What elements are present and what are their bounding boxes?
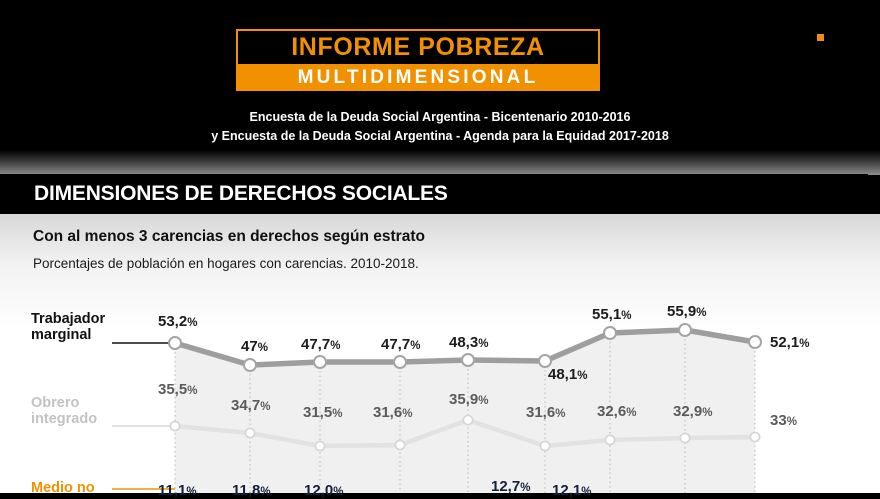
series-label-medio-line1: Medio no xyxy=(31,480,95,496)
series-label-trabajador: Trabajador marginal xyxy=(31,311,105,343)
section-header-bar: DIMENSIONES DE DERECHOS SOCIALES xyxy=(0,174,868,214)
value-label-trabajador-1: 47% xyxy=(241,338,268,355)
hero-gradient-fade xyxy=(0,150,880,175)
section-header-title: DIMENSIONES DE DERECHOS SOCIALES xyxy=(34,182,448,205)
value-label-obrero-7: 32,9% xyxy=(673,403,713,420)
subtitle-line-2: y Encuesta de la Deuda Social Argentina … xyxy=(211,129,669,143)
series-label-trabajador-line1: Trabajador xyxy=(31,311,106,327)
value-label-trabajador-4: 48,3% xyxy=(449,334,489,351)
report-title-plaque: INFORME POBREZA MULTIDIMENSIONAL xyxy=(236,29,600,91)
value-label-medio-2: 12,0% xyxy=(304,482,344,499)
report-subtitle: Encuesta de la Deuda Social Argentina - … xyxy=(0,108,880,146)
series-label-obrero-line2: integrado xyxy=(31,411,98,427)
value-label-trabajador-2: 47,7% xyxy=(301,336,341,353)
series-markers-obrero xyxy=(169,414,761,452)
chart-title: Con al menos 3 carencias en derechos seg… xyxy=(33,228,425,245)
value-label-medio-0: 11,1% xyxy=(158,482,197,499)
report-title-sub: MULTIDIMENSIONAL xyxy=(236,64,600,91)
value-label-trabajador-8: 52,1% xyxy=(770,334,810,351)
series-label-obrero: Obrero integrado xyxy=(31,395,97,427)
value-label-trabajador-5: 48,1% xyxy=(548,366,588,383)
value-label-obrero-5: 31,6% xyxy=(526,404,566,421)
orange-square-mark xyxy=(817,34,824,41)
value-label-trabajador-6: 55,1% xyxy=(592,306,632,323)
value-label-trabajador-7: 55,9% xyxy=(667,303,707,320)
value-label-obrero-6: 32,6% xyxy=(597,403,637,420)
series-label-obrero-line1: Obrero xyxy=(31,395,80,411)
value-label-obrero-1: 34,7% xyxy=(231,397,271,414)
chart-svg xyxy=(112,323,762,493)
series-markers-trabajador xyxy=(168,323,762,372)
value-label-trabajador-0: 53,2% xyxy=(158,313,198,330)
series-label-trabajador-line2: marginal xyxy=(31,327,92,343)
value-label-medio-3: 12,7% xyxy=(491,478,531,495)
value-label-obrero-0: 35,5% xyxy=(158,381,198,398)
value-label-medio-1: 11,8% xyxy=(232,482,271,499)
value-label-obrero-2: 31,5% xyxy=(303,404,343,421)
series-label-medio: Medio no xyxy=(31,480,95,496)
subtitle-line-1: Encuesta de la Deuda Social Argentina - … xyxy=(249,110,631,124)
value-label-obrero-4: 35,9% xyxy=(449,391,489,408)
value-label-trabajador-3: 47,7% xyxy=(381,336,421,353)
report-title-main: INFORME POBREZA xyxy=(291,33,545,61)
line-chart xyxy=(0,290,880,493)
value-label-obrero-3: 31,6% xyxy=(373,404,413,421)
value-label-medio-4: 12,1% xyxy=(552,482,592,499)
chart-subtitle: Porcentajes de población en hogares con … xyxy=(33,256,419,271)
value-label-obrero-8: 33% xyxy=(770,412,797,429)
